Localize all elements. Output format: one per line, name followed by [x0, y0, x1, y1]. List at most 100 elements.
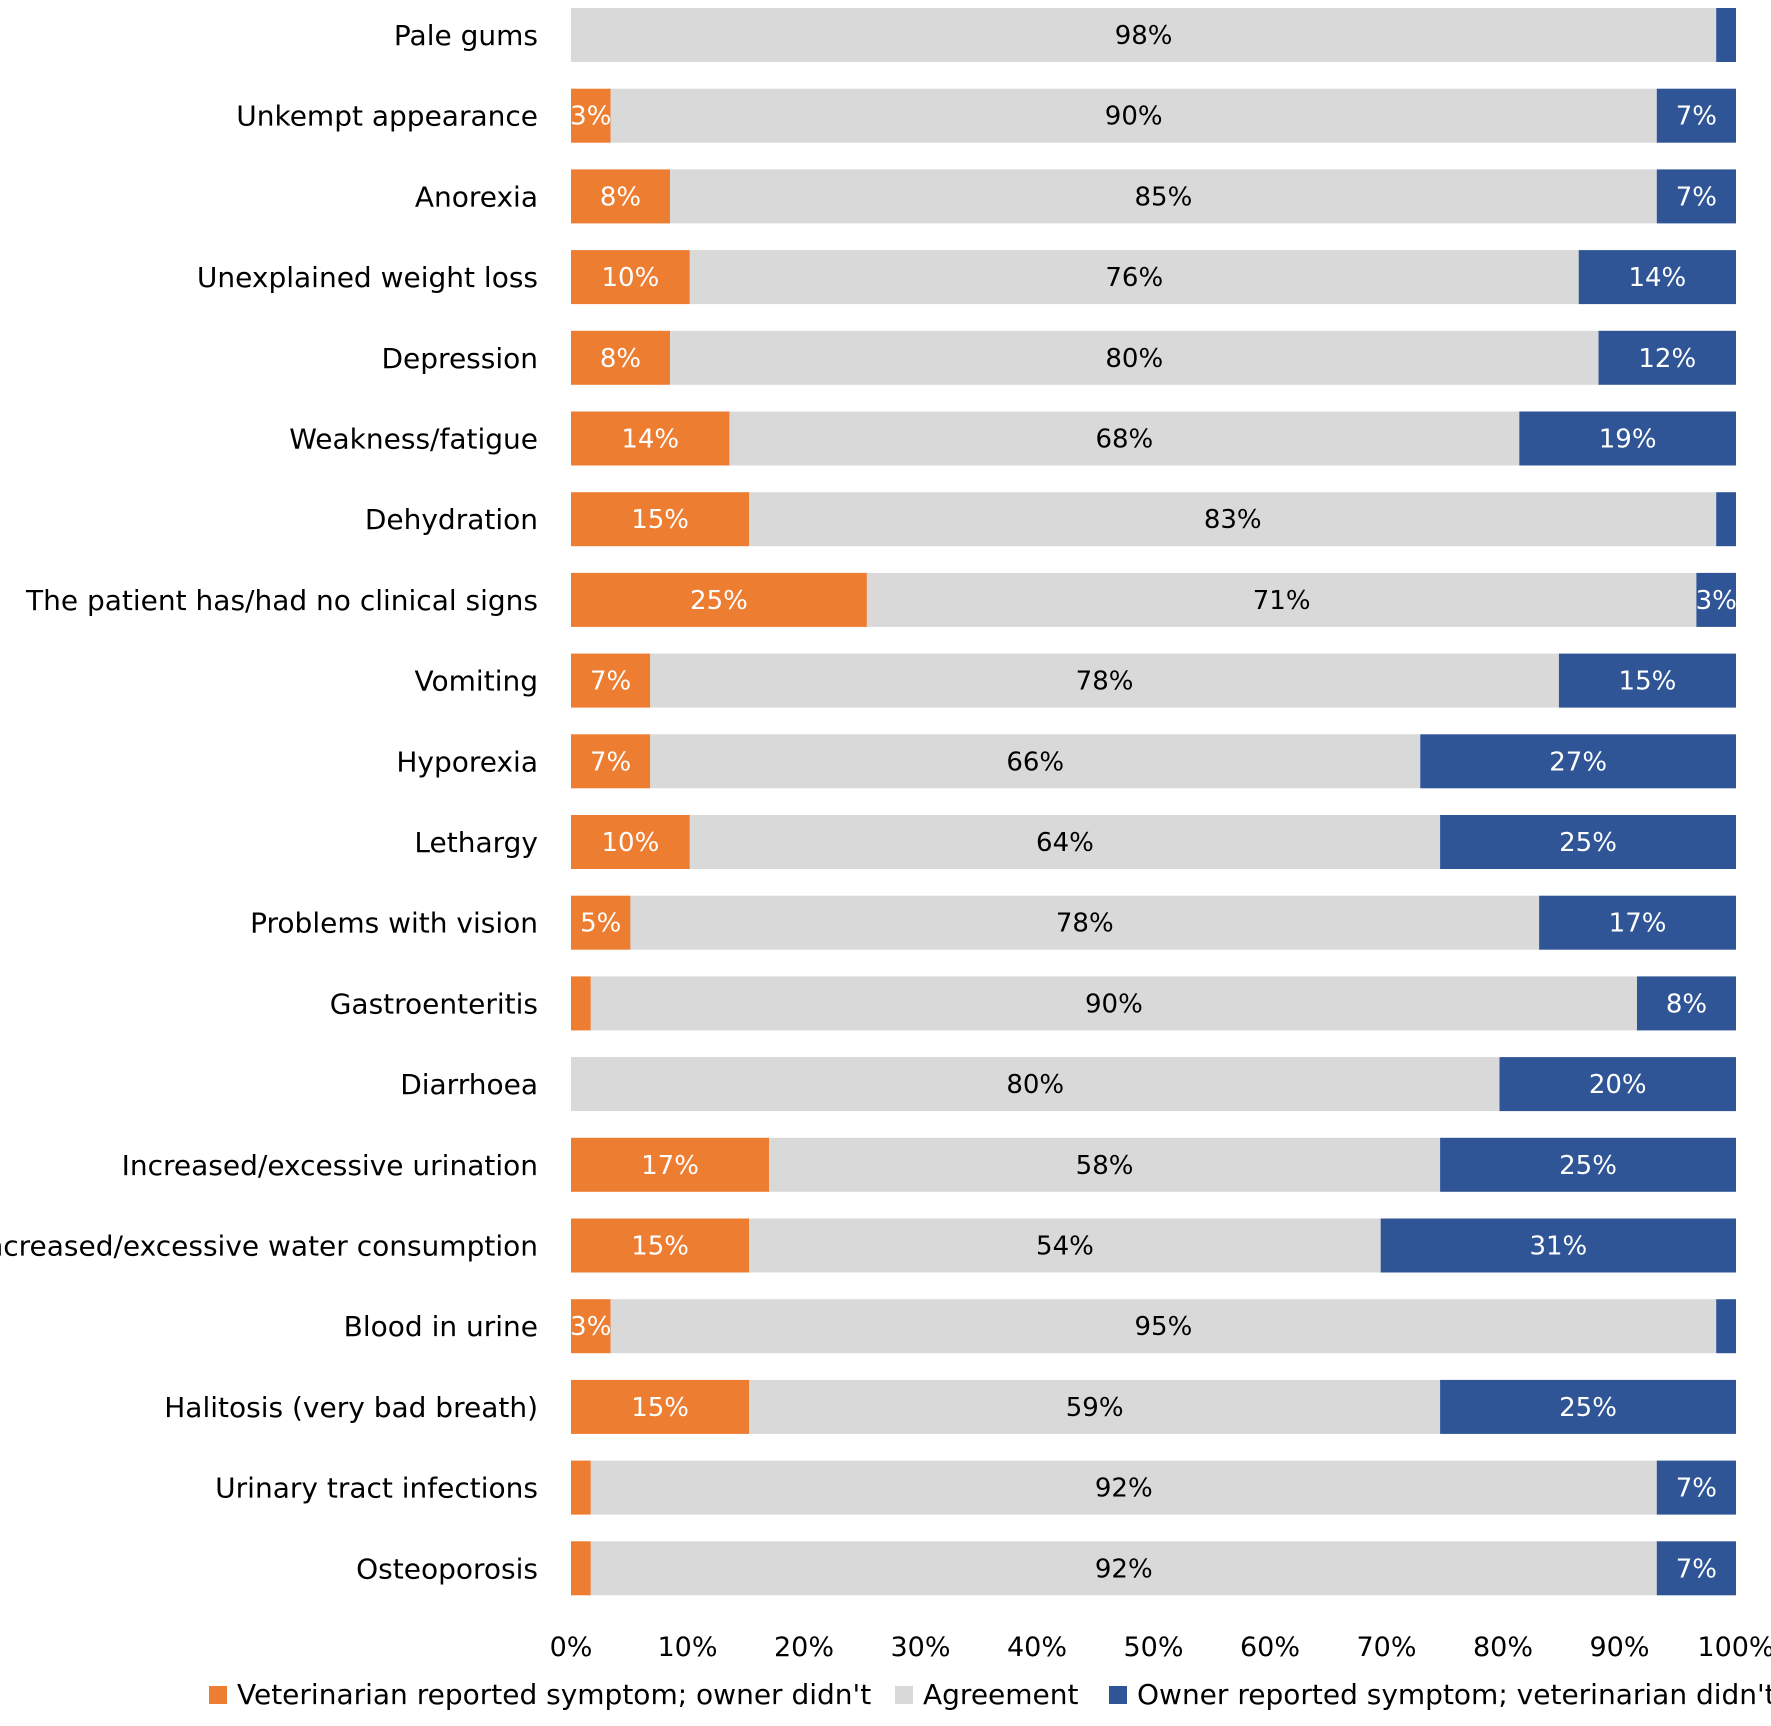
data-label-agreement-halitosis-very-bad-breath: 59% [1066, 1393, 1124, 1423]
x-tick-label-30pct: 30% [890, 1632, 950, 1663]
category-label-halitosis-very-bad-breath: Halitosis (very bad breath) [164, 1391, 538, 1424]
data-label-vet-only-lethargy: 10% [602, 828, 660, 858]
bar-segment-agreement-increased-excessive-urination [769, 1137, 1441, 1192]
data-label-agreement-blood-in-urine: 95% [1135, 1312, 1193, 1342]
bar-segment-vet-only-anorexia [571, 169, 671, 224]
bar-segment-owner-only-lethargy [1440, 815, 1736, 869]
data-label-owner-only-diarrhoea: 20% [1589, 1070, 1647, 1100]
category-label-anorexia: Anorexia [415, 180, 538, 213]
data-label-owner-only-anorexia: 7% [1676, 182, 1717, 212]
data-label-agreement-increased-excessive-water-consumption: 54% [1036, 1232, 1094, 1262]
bar-segment-vet-only-unkempt-appearance [571, 88, 611, 143]
category-label-unexplained-weight-loss: Unexplained weight loss [197, 261, 538, 294]
bar-segment-owner-only-gastroenteritis [1636, 976, 1736, 1031]
bar-segment-owner-only-osteoporosis [1656, 1541, 1736, 1596]
data-label-agreement-unexplained-weight-loss: 76% [1105, 263, 1163, 293]
bar-segment-owner-only-hyporexia [1420, 734, 1736, 789]
bar-segment-agreement-anorexia [670, 169, 1657, 224]
x-tick-label-40pct: 40% [1007, 1632, 1067, 1663]
bar-segment-agreement-dehydration [749, 492, 1717, 547]
category-label-problems-with-vision: Problems with vision [250, 907, 538, 940]
bar-segment-agreement-increased-excessive-water-consumption [749, 1218, 1381, 1273]
category-labels: Pale gums Unkempt appearance Anorexia Unexp… [0, 19, 538, 1585]
bar-segment-vet-only-problems-with-vision [571, 895, 631, 950]
legend-swatch-agreement [895, 1686, 913, 1704]
bar-segment-vet-only-depression [571, 330, 671, 385]
data-label-vet-only-halitosis-very-bad-breath: 15% [631, 1393, 689, 1423]
x-tick-label-100pct: 100% [1697, 1632, 1771, 1663]
data-label-owner-only-vomiting: 15% [1619, 667, 1677, 697]
data-label-vet-only-vomiting: 7% [590, 667, 631, 697]
data-label-owner-only-unkempt-appearance: 7% [1676, 102, 1717, 132]
bar-segment-agreement-vomiting [650, 653, 1559, 708]
bar-segment-owner-only-unexplained-weight-loss [1578, 250, 1736, 305]
data-label-vet-only-unkempt-appearance: 3% [570, 102, 611, 132]
bar-segment-owner-only-blood-in-urine [1716, 1299, 1736, 1354]
x-tick-label-70pct: 70% [1356, 1632, 1416, 1663]
data-label-agreement-the-patient-has-had-no-clinical-signs: 71% [1253, 586, 1311, 616]
data-label-vet-only-the-patient-has-had-no-clinical-signs: 25% [690, 586, 748, 616]
bar-segment-owner-only-halitosis-very-bad-breath [1440, 1379, 1736, 1434]
bar-segment-agreement-urinary-tract-infections [590, 1460, 1657, 1515]
bar-segment-owner-only-diarrhoea [1499, 1057, 1736, 1112]
bar-segment-owner-only-problems-with-vision [1539, 895, 1736, 950]
data-label-vet-only-increased-excessive-urination: 17% [641, 1151, 699, 1181]
x-tick-label-0pct: 0% [550, 1632, 593, 1663]
data-label-owner-only-osteoporosis: 7% [1676, 1554, 1717, 1584]
bar-segment-vet-only-gastroenteritis [571, 976, 591, 1031]
data-label-agreement-osteoporosis: 92% [1095, 1554, 1153, 1584]
data-label-vet-only-blood-in-urine: 3% [570, 1312, 611, 1342]
data-label-agreement-pale-gums: 98% [1115, 21, 1173, 51]
bar-segment-owner-only-anorexia [1656, 169, 1736, 224]
category-label-gastroenteritis: Gastroenteritis [330, 987, 538, 1020]
bar-segment-vet-only-urinary-tract-infections [571, 1460, 591, 1515]
data-label-owner-only-the-patient-has-had-no-clinical-signs: 3% [1696, 586, 1737, 616]
bar-segment-vet-only-increased-excessive-urination [571, 1137, 770, 1192]
data-label-agreement-increased-excessive-urination: 58% [1076, 1151, 1134, 1181]
bars-group: 98% 3% 90% 7% 8% 85% 7% 10% 76% 14% 8% 80% 12% 14% 68%… [570, 8, 1737, 1596]
data-label-vet-only-weakness-fatigue: 14% [621, 425, 679, 455]
x-tick-label-20pct: 20% [774, 1632, 834, 1663]
x-tick-label-60pct: 60% [1240, 1632, 1300, 1663]
category-label-the-patient-has-had-no-clinical-signs: The patient has/had no clinical signs [25, 584, 538, 617]
data-label-owner-only-unexplained-weight-loss: 14% [1628, 263, 1686, 293]
bar-segment-owner-only-unkempt-appearance [1656, 88, 1736, 143]
data-label-agreement-urinary-tract-infections: 92% [1095, 1474, 1153, 1504]
data-label-vet-only-anorexia: 8% [600, 182, 641, 212]
data-label-owner-only-halitosis-very-bad-breath: 25% [1559, 1393, 1617, 1423]
bar-segment-vet-only-blood-in-urine [571, 1299, 611, 1354]
bar-segment-vet-only-dehydration [571, 492, 750, 547]
bar-segment-agreement-blood-in-urine [610, 1299, 1717, 1354]
bar-segment-vet-only-halitosis-very-bad-breath [571, 1379, 750, 1434]
bar-segment-agreement-depression [670, 330, 1599, 385]
bar-segment-vet-only-osteoporosis [571, 1541, 591, 1596]
legend-swatch-vet-only [209, 1686, 227, 1704]
bar-segment-agreement-problems-with-vision [630, 895, 1540, 950]
data-label-owner-only-lethargy: 25% [1559, 828, 1617, 858]
category-label-increased-excessive-water-consumption: Increased/excessive water consumption [0, 1230, 538, 1263]
bar-segment-agreement-the-patient-has-had-no-clinical-signs [866, 572, 1697, 627]
bar-segment-owner-only-the-patient-has-had-no-clinical-signs [1696, 572, 1736, 627]
x-axis: 0% 10% 20% 30% 40% 50% 60% 70% 80% 90% 100% [550, 1632, 1771, 1663]
bar-segment-vet-only-increased-excessive-water-consumption [571, 1218, 750, 1273]
data-label-owner-only-increased-excessive-water-consumption: 31% [1529, 1232, 1587, 1262]
x-tick-label-50pct: 50% [1123, 1632, 1183, 1663]
data-label-owner-only-urinary-tract-infections: 7% [1676, 1474, 1717, 1504]
data-label-vet-only-depression: 8% [600, 344, 641, 374]
data-label-agreement-anorexia: 85% [1135, 182, 1193, 212]
bar-segment-vet-only-weakness-fatigue [571, 411, 730, 466]
bar-segment-vet-only-vomiting [571, 653, 651, 708]
x-tick-label-90pct: 90% [1589, 1632, 1649, 1663]
legend: Veterinarian reported symptom; owner did… [209, 1678, 1771, 1711]
category-label-diarrhoea: Diarrhoea [400, 1068, 538, 1101]
category-label-osteoporosis: Osteoporosis [356, 1552, 538, 1585]
data-label-owner-only-depression: 12% [1638, 344, 1696, 374]
bar-segment-agreement-halitosis-very-bad-breath [749, 1379, 1441, 1434]
bar-segment-owner-only-dehydration [1716, 492, 1736, 547]
data-label-owner-only-hyporexia: 27% [1549, 747, 1607, 777]
x-tick-label-80pct: 80% [1473, 1632, 1533, 1663]
category-label-weakness-fatigue: Weakness/fatigue [289, 423, 538, 456]
data-label-vet-only-dehydration: 15% [631, 505, 689, 535]
bar-segment-owner-only-pale-gums [1716, 8, 1736, 62]
